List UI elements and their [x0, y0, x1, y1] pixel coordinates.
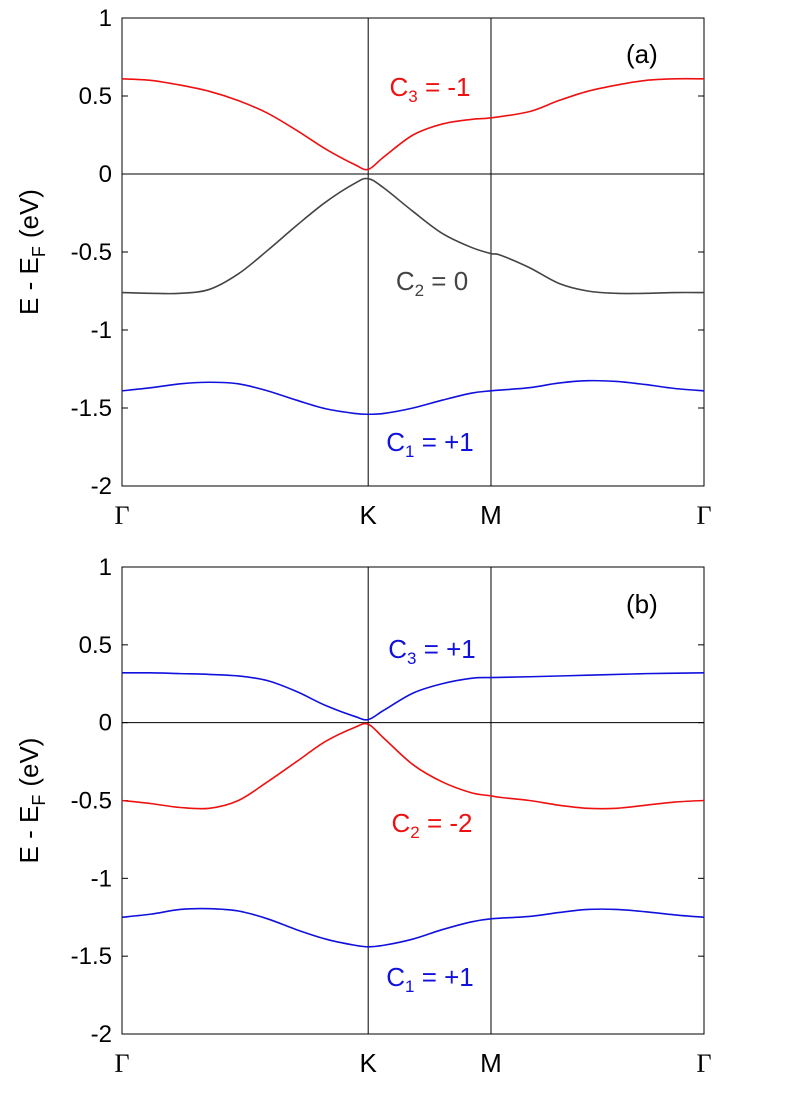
y-axis-label-main: E - E — [14, 806, 44, 864]
y-tick-label: -1 — [91, 865, 112, 892]
y-tick-label: -2 — [91, 1021, 112, 1048]
band-line-band1 — [121, 379, 705, 416]
chern-label-band2-value: = -2 — [420, 808, 473, 838]
y-tick-label: -1 — [91, 317, 112, 344]
chern-label-band2-main: C — [396, 266, 415, 296]
chern-label-band3-sub: 3 — [408, 87, 417, 106]
band-line-band2 — [121, 722, 705, 810]
panel-label: (a) — [626, 39, 658, 69]
x-tick-label: K — [360, 1048, 378, 1078]
y-axis-label-unit: (eV) — [14, 189, 44, 238]
y-tick-label: -2 — [91, 473, 112, 500]
y-tick-label: 0.5 — [79, 83, 112, 110]
chern-label-band1: C1 = +1 — [386, 427, 474, 461]
y-tick-label: -0.5 — [71, 239, 112, 266]
y-axis-label: E - EF (eV) — [14, 738, 49, 864]
y-axis-label-unit: (eV) — [14, 738, 44, 787]
band-line-band2 — [121, 177, 705, 295]
panel-b: 10.50-0.5-1-1.5-2Γ K M ΓC3 = +1C2 = -2C1 = … — [14, 554, 712, 1078]
plot-frame — [121, 566, 705, 1035]
chern-label-band3-main: C — [390, 72, 409, 102]
chern-label-band2: C2 = -2 — [392, 808, 473, 842]
chern-label-band1-sub: 1 — [405, 977, 414, 996]
y-axis-label: E - EF (eV) — [14, 189, 49, 315]
y-tick-label: 1 — [99, 554, 112, 581]
y-axis-label-sub: F — [29, 795, 49, 806]
chern-label-band3-value: = -1 — [418, 72, 471, 102]
y-tick-label: 0 — [99, 710, 112, 737]
chern-label-band2-value: = 0 — [424, 266, 468, 296]
chern-label-band2-sub: 2 — [415, 281, 424, 300]
chern-label-band3: C3 = +1 — [388, 634, 476, 668]
chern-label-band1: C1 = +1 — [386, 962, 474, 996]
y-tick-label: -0.5 — [71, 788, 112, 815]
chern-label-band3-sub: 3 — [407, 649, 416, 668]
x-tick-label: Γ — [114, 1049, 129, 1078]
chern-label-band3-value: = +1 — [416, 634, 475, 664]
y-axis-label-main: E - E — [14, 257, 44, 315]
y-axis-label-sub: F — [29, 246, 49, 257]
y-tick-label: 0 — [99, 161, 112, 188]
y-tick-label: -1.5 — [71, 943, 112, 970]
x-tick-label: M — [480, 500, 502, 530]
band-line-band3 — [121, 671, 705, 721]
band-line-band1 — [121, 907, 705, 948]
chern-label-band1-value: = +1 — [414, 427, 473, 457]
panel-a: 10.50-0.5-1-1.5-2Γ K M ΓC3 = -1C2 = 0C1 = +… — [14, 5, 712, 530]
chern-label-band3: C3 = -1 — [390, 72, 471, 106]
chern-label-band1-sub: 1 — [405, 442, 414, 461]
y-tick-label: 0.5 — [79, 632, 112, 659]
x-tick-label: Γ — [696, 501, 711, 530]
x-tick-label: Γ — [114, 501, 129, 530]
x-tick-label: M — [480, 1048, 502, 1078]
chern-label-band2-sub: 2 — [410, 823, 419, 842]
chern-label-band1-value: = +1 — [414, 962, 473, 992]
x-tick-label: Γ — [696, 1049, 711, 1078]
chern-label-band1-main: C — [386, 427, 405, 457]
band-line-band3 — [121, 77, 705, 171]
chern-label-band2: C2 = 0 — [396, 266, 468, 300]
chern-label-band1-main: C — [386, 962, 405, 992]
chern-label-band2-main: C — [392, 808, 411, 838]
y-tick-label: -1.5 — [71, 395, 112, 422]
y-tick-label: 1 — [99, 5, 112, 32]
panel-label: (b) — [626, 589, 658, 619]
chern-label-band3-main: C — [388, 634, 407, 664]
x-tick-label: K — [360, 500, 378, 530]
